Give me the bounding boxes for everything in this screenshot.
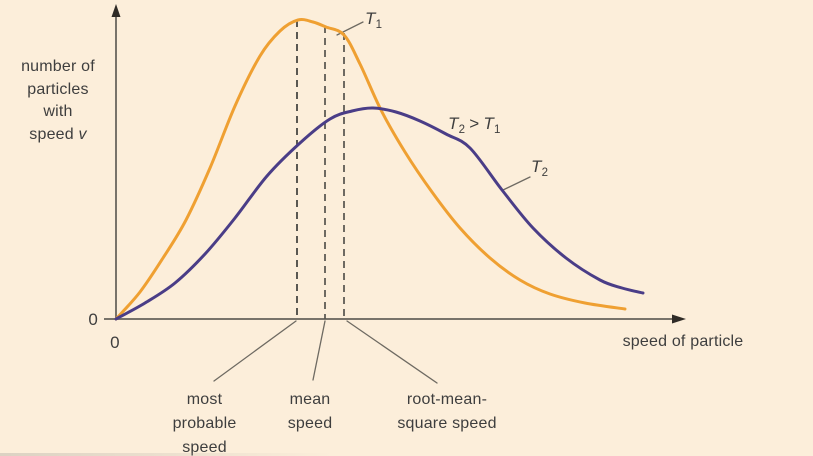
- y-axis-label-line: with: [43, 103, 73, 120]
- y-axis-label-line: number of: [21, 58, 95, 75]
- t1-symbol: T: [365, 9, 376, 28]
- annotation-line: most: [186, 391, 223, 408]
- t2-subscript: 2: [541, 167, 549, 179]
- t2-symbol: T: [531, 157, 542, 176]
- t1-subscript: 1: [375, 19, 383, 31]
- leader-mean-speed: [312, 320, 326, 381]
- t2-symbol: T: [448, 114, 459, 133]
- t1-subscript: 1: [493, 124, 501, 136]
- speed-variable-v: v: [78, 125, 87, 143]
- y-axis-label: number of particles with speed v: [10, 56, 106, 146]
- scan-edge-artifact: [0, 453, 335, 456]
- y-axis-origin-zero: 0: [88, 310, 98, 329]
- annotation-line: speed: [182, 439, 227, 456]
- annotation-line: mean: [289, 391, 331, 408]
- annotation-line: root-mean-: [406, 391, 488, 408]
- annotation-root-mean-square-speed: root-mean- square speed: [385, 388, 509, 436]
- t2-curve-label: T2: [531, 156, 548, 180]
- x-axis-arrowhead: [672, 314, 686, 324]
- x-axis-origin-zero: 0: [110, 333, 120, 352]
- leader-t2: [502, 176, 531, 191]
- y-axis-label-line: speed v: [10, 124, 106, 147]
- curve-t1: [114, 18, 627, 321]
- t1-curve-label: T1: [365, 8, 382, 32]
- y-axis-arrowhead: [111, 4, 121, 17]
- annotation-line: speed: [287, 415, 333, 432]
- y-axis-label-line: particles: [27, 80, 89, 98]
- greater-than-sign: >: [469, 114, 480, 133]
- curve-t2: [114, 106, 645, 321]
- leader-rms-speed: [346, 320, 438, 384]
- annotation-line: probable: [172, 415, 237, 432]
- temperature-relation-label: T2 > T1: [448, 113, 501, 137]
- leader-most-probable-speed: [213, 320, 297, 382]
- annotation-line: square speed: [397, 415, 497, 432]
- y-axis-label-word: speed: [29, 125, 74, 143]
- t1-symbol: T: [483, 114, 494, 133]
- t2-subscript: 2: [458, 124, 466, 136]
- x-axis-label: speed of particle: [622, 333, 744, 350]
- annotation-most-probable-speed: most probable speed: [154, 388, 255, 456]
- annotation-mean-speed: mean speed: [271, 388, 349, 436]
